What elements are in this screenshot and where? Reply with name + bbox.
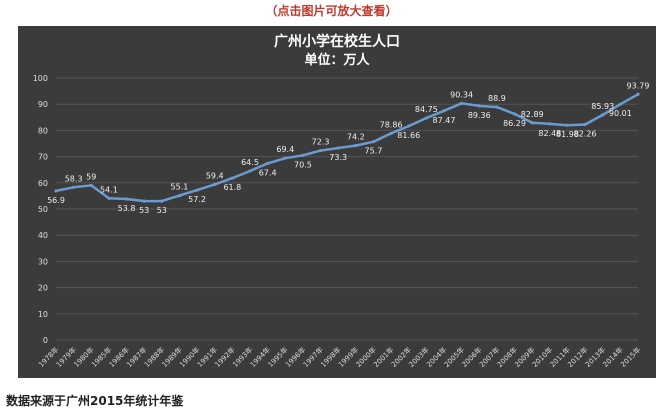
data-point [195,188,199,192]
y-tick-label: 80 [38,126,48,135]
y-tick-label: 100 [33,74,48,83]
data-label: 70.5 [294,160,312,169]
data-label: 82.48 [538,129,561,138]
data-point [565,123,570,127]
data-label: 73.3 [329,153,347,162]
data-point [89,183,93,188]
y-tick-label: 30 [38,257,48,266]
y-tick-label: 20 [38,284,48,293]
data-point [477,104,481,108]
zoom-hint: （点击图片可放大查看） [265,4,398,18]
line-chart: 广州小学在校生人口 单位：万人 0 10 20 30 40 50 60 70 80 90 100 1… [33,33,650,369]
gridlines [56,77,638,341]
data-point [495,105,499,109]
data-point [389,131,393,135]
data-point [336,146,340,150]
data-label: 72.3 [312,138,330,147]
y-tick-label: 40 [38,231,48,240]
data-point [636,92,640,96]
data-label: 93.79 [627,81,650,90]
data-point [107,196,111,200]
data-point [442,109,446,113]
data-label: 61.8 [223,183,241,192]
data-point [160,199,164,203]
series-line [54,93,640,203]
data-points [54,92,640,203]
data-label: 88.9 [488,94,506,103]
data-label: 75.7 [365,147,383,156]
data-label: 67.4 [259,168,277,177]
data-label: 90.01 [609,109,632,118]
y-tick-label: 10 [38,310,48,319]
data-point [460,101,464,105]
data-label: 64.5 [241,158,259,167]
data-point [354,143,358,148]
data-point [283,156,287,160]
x-axis: 1978年1979年1980年1985年1986年1987年1988年1989年… [36,345,642,369]
data-point [248,169,252,173]
data-point [124,197,129,201]
data-point [318,148,323,153]
data-point [618,102,622,106]
data-label: 89.36 [468,111,491,120]
data-point [371,140,376,144]
data-label: 74.2 [347,133,365,142]
data-label: 55.1 [171,183,189,192]
data-label: 58.3 [65,174,83,183]
data-label: 82.26 [574,129,597,138]
data-point [213,182,217,186]
series-line [54,93,640,203]
chart-subtitle: 单位：万人 [304,52,370,68]
data-label: 81.66 [397,131,420,140]
data-label: 56.9 [47,196,65,205]
data-label: 84.75 [415,105,438,114]
y-tick-label: 70 [38,153,48,162]
data-label: 87.47 [433,116,456,125]
data-point [54,189,58,193]
data-point [424,116,428,120]
y-tick-label: 90 [38,100,48,109]
data-label: 82.89 [521,110,544,119]
x-tick-label: 2015年 [618,345,642,369]
data-label: 81.98 [556,130,579,139]
data-source: 数据来源于广州2015年统计年鉴 [6,394,184,408]
data-label: 54.1 [100,185,118,194]
data-point [407,124,411,128]
data-label: 59 [86,172,96,181]
data-point [583,122,587,127]
chart-title: 广州小学在校生人口 [274,33,400,50]
y-tick-label: 0 [43,336,48,345]
y-tick-label: 50 [38,205,48,214]
data-label: 53 [157,206,167,215]
data-label: 53 [139,206,149,215]
chart-panel: 广州小学在校生人口 单位：万人 0 10 20 30 40 50 60 70 80 90 100 1… [18,26,656,378]
data-label: 85.93 [591,102,614,111]
data-label: 53.8 [118,204,136,213]
data-point [601,113,605,117]
data-label: 78.86 [380,120,403,129]
data-label: 57.2 [188,195,206,204]
data-label: 69.4 [276,145,294,154]
data-point [512,112,517,116]
data-label: 90.34 [450,90,473,99]
data-point [72,185,76,189]
data-label: 86.29 [503,119,526,128]
data-point [548,122,552,126]
data-point [266,161,270,166]
y-tick-label: 60 [38,179,48,188]
data-point [301,153,305,157]
data-point [230,176,234,180]
data-point [177,194,182,198]
data-point [142,199,146,203]
y-axis: 0 10 20 30 40 50 60 70 80 90 100 [33,74,48,345]
data-point [530,121,534,125]
data-label: 59.4 [206,171,224,180]
